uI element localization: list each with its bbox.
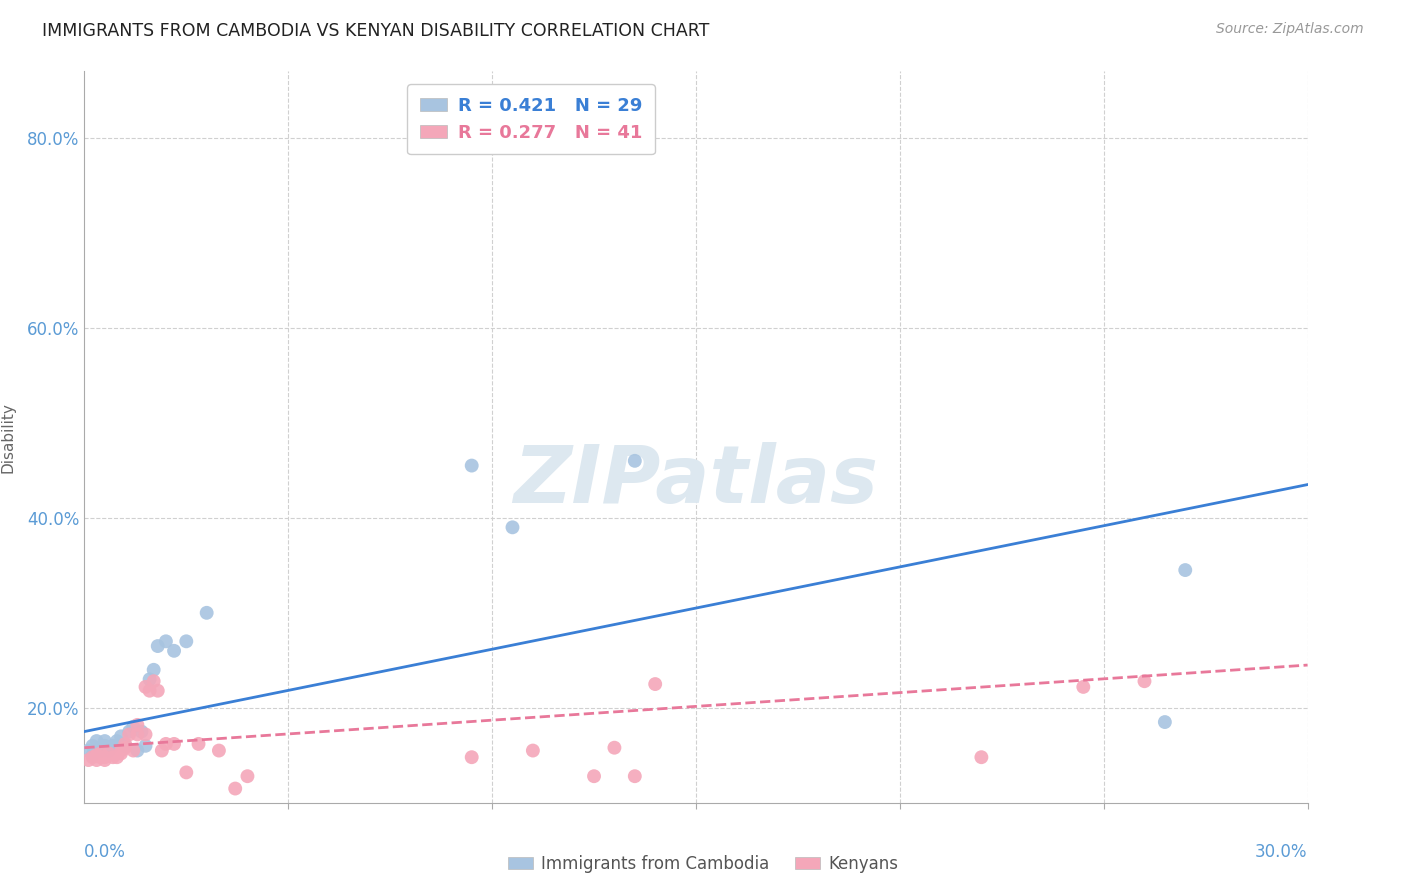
Text: ZIPatlas: ZIPatlas bbox=[513, 442, 879, 520]
Point bbox=[1073, 680, 1095, 694]
Point bbox=[127, 727, 149, 741]
Point bbox=[93, 734, 115, 748]
Point bbox=[82, 739, 104, 753]
Point bbox=[82, 748, 104, 763]
Point bbox=[1154, 714, 1177, 729]
Point bbox=[90, 743, 112, 757]
Point bbox=[163, 737, 186, 751]
Point bbox=[86, 748, 108, 763]
Point bbox=[174, 634, 197, 648]
Point bbox=[142, 674, 165, 689]
Point bbox=[127, 743, 149, 757]
Point bbox=[522, 743, 544, 757]
Point bbox=[236, 769, 259, 783]
Point bbox=[110, 747, 132, 761]
Text: Source: ZipAtlas.com: Source: ZipAtlas.com bbox=[1216, 22, 1364, 37]
Point bbox=[93, 739, 115, 753]
Point bbox=[90, 747, 112, 761]
Point bbox=[131, 724, 153, 739]
Point bbox=[93, 750, 115, 764]
Point bbox=[155, 634, 177, 648]
Point bbox=[155, 737, 177, 751]
Text: 0.0%: 0.0% bbox=[84, 843, 127, 861]
Point bbox=[174, 765, 197, 780]
Point bbox=[502, 520, 524, 534]
Point bbox=[114, 737, 136, 751]
Point bbox=[118, 724, 141, 739]
Point bbox=[461, 750, 484, 764]
Point bbox=[110, 743, 132, 757]
Point bbox=[105, 750, 128, 764]
Point bbox=[583, 769, 606, 783]
Y-axis label: Disability: Disability bbox=[1, 401, 15, 473]
Point bbox=[224, 781, 246, 796]
Legend: Immigrants from Cambodia, Kenyans: Immigrants from Cambodia, Kenyans bbox=[502, 848, 904, 880]
Point bbox=[101, 750, 124, 764]
Point bbox=[208, 743, 231, 757]
Point bbox=[187, 737, 209, 751]
Legend: R = 0.421   N = 29, R = 0.277   N = 41: R = 0.421 N = 29, R = 0.277 N = 41 bbox=[408, 84, 655, 154]
Text: 30.0%: 30.0% bbox=[1256, 843, 1308, 861]
Point bbox=[138, 673, 160, 687]
Point bbox=[1174, 563, 1197, 577]
Point bbox=[110, 729, 132, 743]
Point bbox=[146, 683, 169, 698]
Point bbox=[624, 454, 647, 468]
Point bbox=[1133, 674, 1156, 689]
Point bbox=[603, 740, 626, 755]
Point bbox=[195, 606, 218, 620]
Point bbox=[97, 747, 120, 761]
Point bbox=[127, 718, 149, 732]
Point bbox=[97, 743, 120, 757]
Point bbox=[142, 663, 165, 677]
Point bbox=[77, 753, 100, 767]
Point bbox=[114, 740, 136, 755]
Point bbox=[93, 753, 115, 767]
Point bbox=[114, 739, 136, 753]
Point bbox=[122, 743, 145, 757]
Point bbox=[77, 743, 100, 757]
Point bbox=[135, 680, 157, 694]
Point bbox=[105, 734, 128, 748]
Point bbox=[163, 644, 186, 658]
Point bbox=[970, 750, 993, 764]
Point bbox=[135, 727, 157, 741]
Point bbox=[146, 639, 169, 653]
Point bbox=[122, 720, 145, 734]
Point bbox=[624, 769, 647, 783]
Text: IMMIGRANTS FROM CAMBODIA VS KENYAN DISABILITY CORRELATION CHART: IMMIGRANTS FROM CAMBODIA VS KENYAN DISAB… bbox=[42, 22, 710, 40]
Point bbox=[461, 458, 484, 473]
Point bbox=[118, 727, 141, 741]
Point bbox=[101, 739, 124, 753]
Point bbox=[86, 753, 108, 767]
Point bbox=[90, 750, 112, 764]
Point bbox=[150, 743, 173, 757]
Point bbox=[138, 683, 160, 698]
Point bbox=[82, 750, 104, 764]
Point bbox=[644, 677, 666, 691]
Point bbox=[135, 739, 157, 753]
Point bbox=[86, 734, 108, 748]
